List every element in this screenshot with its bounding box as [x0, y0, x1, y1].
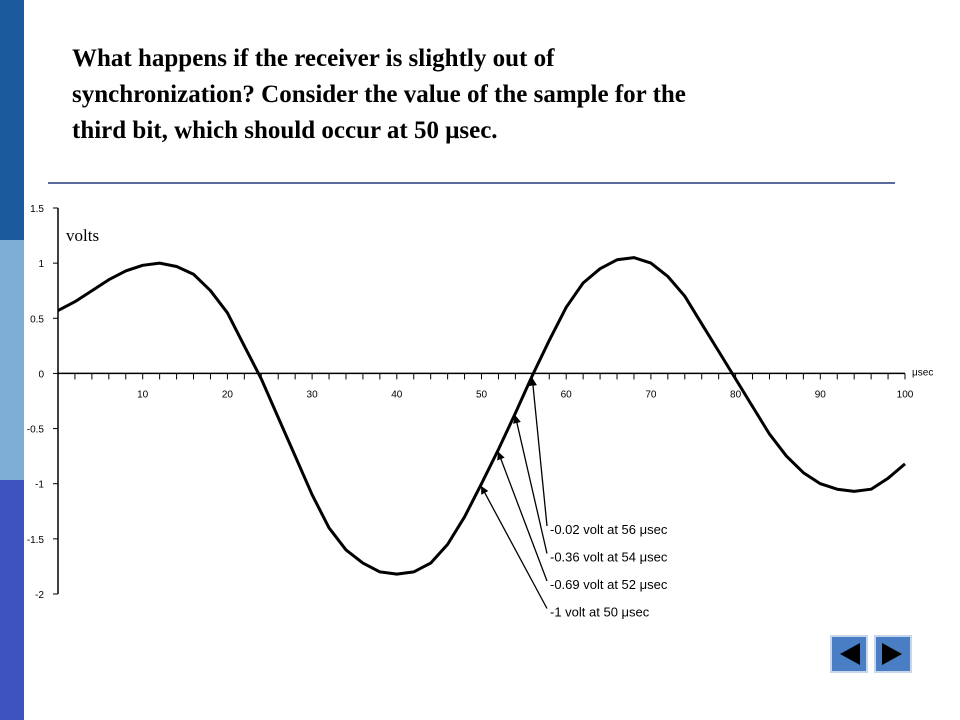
annotation-arrow — [529, 377, 548, 527]
x-tick-label: 10 — [137, 389, 149, 400]
x-tick-label: 70 — [645, 389, 657, 400]
x-tick-label: 90 — [815, 389, 827, 400]
x-axis-label: μsec — [912, 367, 933, 378]
x-tick-label: 60 — [561, 389, 573, 400]
annotation-label: -0.02 volt at 56 μsec — [550, 522, 668, 537]
nav-forward[interactable] — [874, 635, 912, 673]
y-tick-label: 1.5 — [30, 204, 44, 215]
annotation-label: -0.36 volt at 54 μsec — [550, 550, 668, 565]
annotation-label: -0.69 volt at 52 μsec — [550, 577, 668, 592]
x-tick-label: 100 — [897, 389, 914, 400]
sidebar-band — [0, 240, 24, 480]
annotation-arrow — [480, 485, 548, 609]
title-line: What happens if the receiver is slightly… — [72, 45, 555, 72]
sidebar-band — [0, 480, 24, 720]
x-tick-label: 50 — [476, 389, 488, 400]
sidebar-band — [0, 0, 24, 240]
y-tick-label: -2 — [35, 590, 44, 601]
x-tick-label: 40 — [391, 389, 403, 400]
annotation-label: -1 volt at 50 μsec — [550, 605, 650, 620]
title-line: third bit, which should occur at 50 μsec… — [72, 117, 498, 144]
x-tick-label: 20 — [222, 389, 234, 400]
data-line — [57, 256, 906, 576]
annotation-arrow — [497, 451, 548, 582]
y-axis-label: volts — [66, 226, 99, 245]
y-tick-label: 1 — [38, 259, 44, 270]
y-tick-label: 0 — [38, 369, 44, 380]
y-tick-label: 0.5 — [30, 314, 44, 325]
nav-arrow — [882, 643, 902, 665]
y-tick-label: -1.5 — [27, 535, 45, 546]
x-tick-label: 80 — [730, 389, 742, 400]
x-tick-label: 30 — [307, 389, 319, 400]
title-line: synchronization? Consider the value of t… — [72, 81, 686, 108]
annotation-arrow — [513, 415, 548, 554]
y-tick-label: -0.5 — [27, 425, 45, 436]
nav-back[interactable] — [830, 635, 868, 673]
nav-arrow — [840, 643, 860, 665]
y-tick-label: -1 — [35, 480, 44, 491]
